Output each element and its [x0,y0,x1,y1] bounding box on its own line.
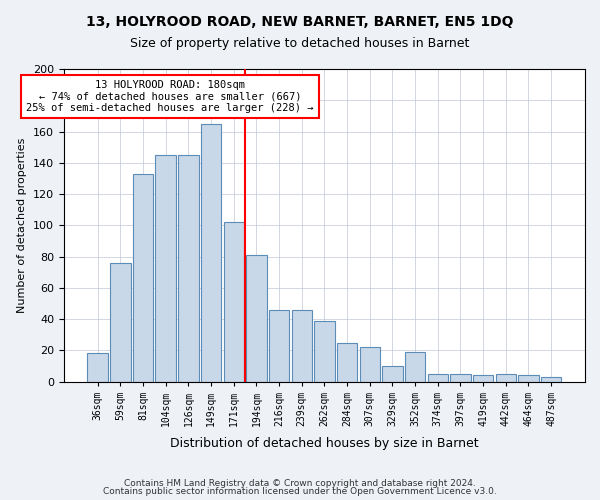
Text: Size of property relative to detached houses in Barnet: Size of property relative to detached ho… [130,38,470,51]
Bar [428,374,448,382]
Text: Contains HM Land Registry data © Crown copyright and database right 2024.: Contains HM Land Registry data © Crown c… [124,478,476,488]
Bar [314,320,335,382]
Y-axis label: Number of detached properties: Number of detached properties [17,138,28,313]
Bar [201,124,221,382]
Text: 13 HOLYROOD ROAD: 180sqm
← 74% of detached houses are smaller (667)
25% of semi-: 13 HOLYROOD ROAD: 180sqm ← 74% of detach… [26,80,314,113]
Text: Contains public sector information licensed under the Open Government Licence v3: Contains public sector information licen… [103,487,497,496]
Bar [246,255,266,382]
Bar [496,374,516,382]
Bar [450,374,470,382]
Bar [337,342,357,382]
Text: 13, HOLYROOD ROAD, NEW BARNET, BARNET, EN5 1DQ: 13, HOLYROOD ROAD, NEW BARNET, BARNET, E… [86,15,514,29]
Bar [110,263,131,382]
Bar [382,366,403,382]
Bar [88,354,108,382]
X-axis label: Distribution of detached houses by size in Barnet: Distribution of detached houses by size … [170,437,479,450]
Bar [359,347,380,382]
Bar [292,310,312,382]
Bar [269,310,289,382]
Bar [133,174,153,382]
Bar [405,352,425,382]
Bar [518,376,539,382]
Bar [473,376,493,382]
Bar [155,155,176,382]
Bar [541,377,562,382]
Bar [224,222,244,382]
Bar [178,155,199,382]
